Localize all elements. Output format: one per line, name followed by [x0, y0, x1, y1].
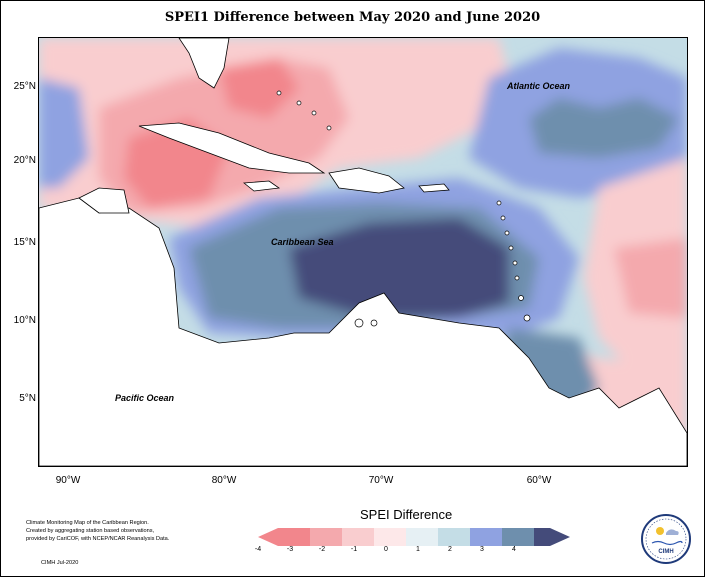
lon-label-90w: 90°W	[55, 475, 81, 486]
credit-line: provided by CariCOF, with NCEP/NCAR Rean…	[26, 536, 170, 542]
legend-swatch-6	[438, 528, 470, 546]
map-panel	[38, 37, 688, 467]
legend-tick: 1	[416, 546, 420, 553]
legend-title: SPEI Difference	[360, 507, 453, 522]
spei-difference-map	[39, 38, 687, 466]
legend-swatch-2	[310, 528, 342, 546]
lat-label-20n: 20°N	[13, 155, 36, 166]
legend-tick: -1	[350, 546, 358, 553]
cimh-logo: CIMH	[641, 514, 691, 564]
legend-tick: -4	[254, 546, 262, 553]
atlantic-ocean-label: Atlantic Ocean	[507, 81, 571, 91]
legend-swatch-5	[406, 528, 438, 546]
legend-swatch-8	[502, 528, 534, 546]
lat-label-15n: 15°N	[13, 237, 36, 248]
legend-tick: 0	[384, 546, 388, 553]
legend-tick: -3	[286, 546, 294, 553]
map-title: SPEI1 Difference between May 2020 and Ju…	[164, 10, 541, 25]
legend-swatch-1	[278, 528, 310, 546]
lat-label-10n: 10°N	[13, 315, 36, 326]
pacific-ocean-label: Pacific Ocean	[115, 393, 175, 403]
legend-tick: 2	[448, 546, 452, 553]
credit-source: CIMH Jul-2020	[41, 560, 79, 566]
legend-tick: 4	[512, 546, 516, 553]
lon-label-60w: 60°W	[526, 475, 552, 486]
legend-arrow-right	[550, 528, 570, 546]
lon-label-70w: 70°W	[368, 475, 394, 486]
lon-label-80w: 80°W	[211, 475, 237, 486]
color-legend	[258, 528, 570, 546]
credit-line: Created by aggregating station based obs…	[26, 528, 155, 534]
legend-tick: -2	[318, 546, 326, 553]
credit-text: Climate Monitoring Map of the Caribbean …	[26, 519, 226, 543]
logo-text: CIMH	[658, 549, 673, 555]
legend-tick: 3	[480, 546, 484, 553]
legend-arrow-left	[258, 528, 278, 546]
lat-label-25n: 25°N	[13, 81, 36, 92]
legend-swatch-9	[534, 528, 550, 546]
legend-swatch-4	[374, 528, 406, 546]
credit-line: Climate Monitoring Map of the Caribbean …	[26, 520, 149, 526]
landmass-group	[39, 38, 687, 466]
legend-swatch-7	[470, 528, 502, 546]
legend-swatch-3	[342, 528, 374, 546]
lat-label-5n: 5°N	[19, 393, 36, 404]
caribbean-sea-label: Caribbean Sea	[271, 237, 334, 247]
